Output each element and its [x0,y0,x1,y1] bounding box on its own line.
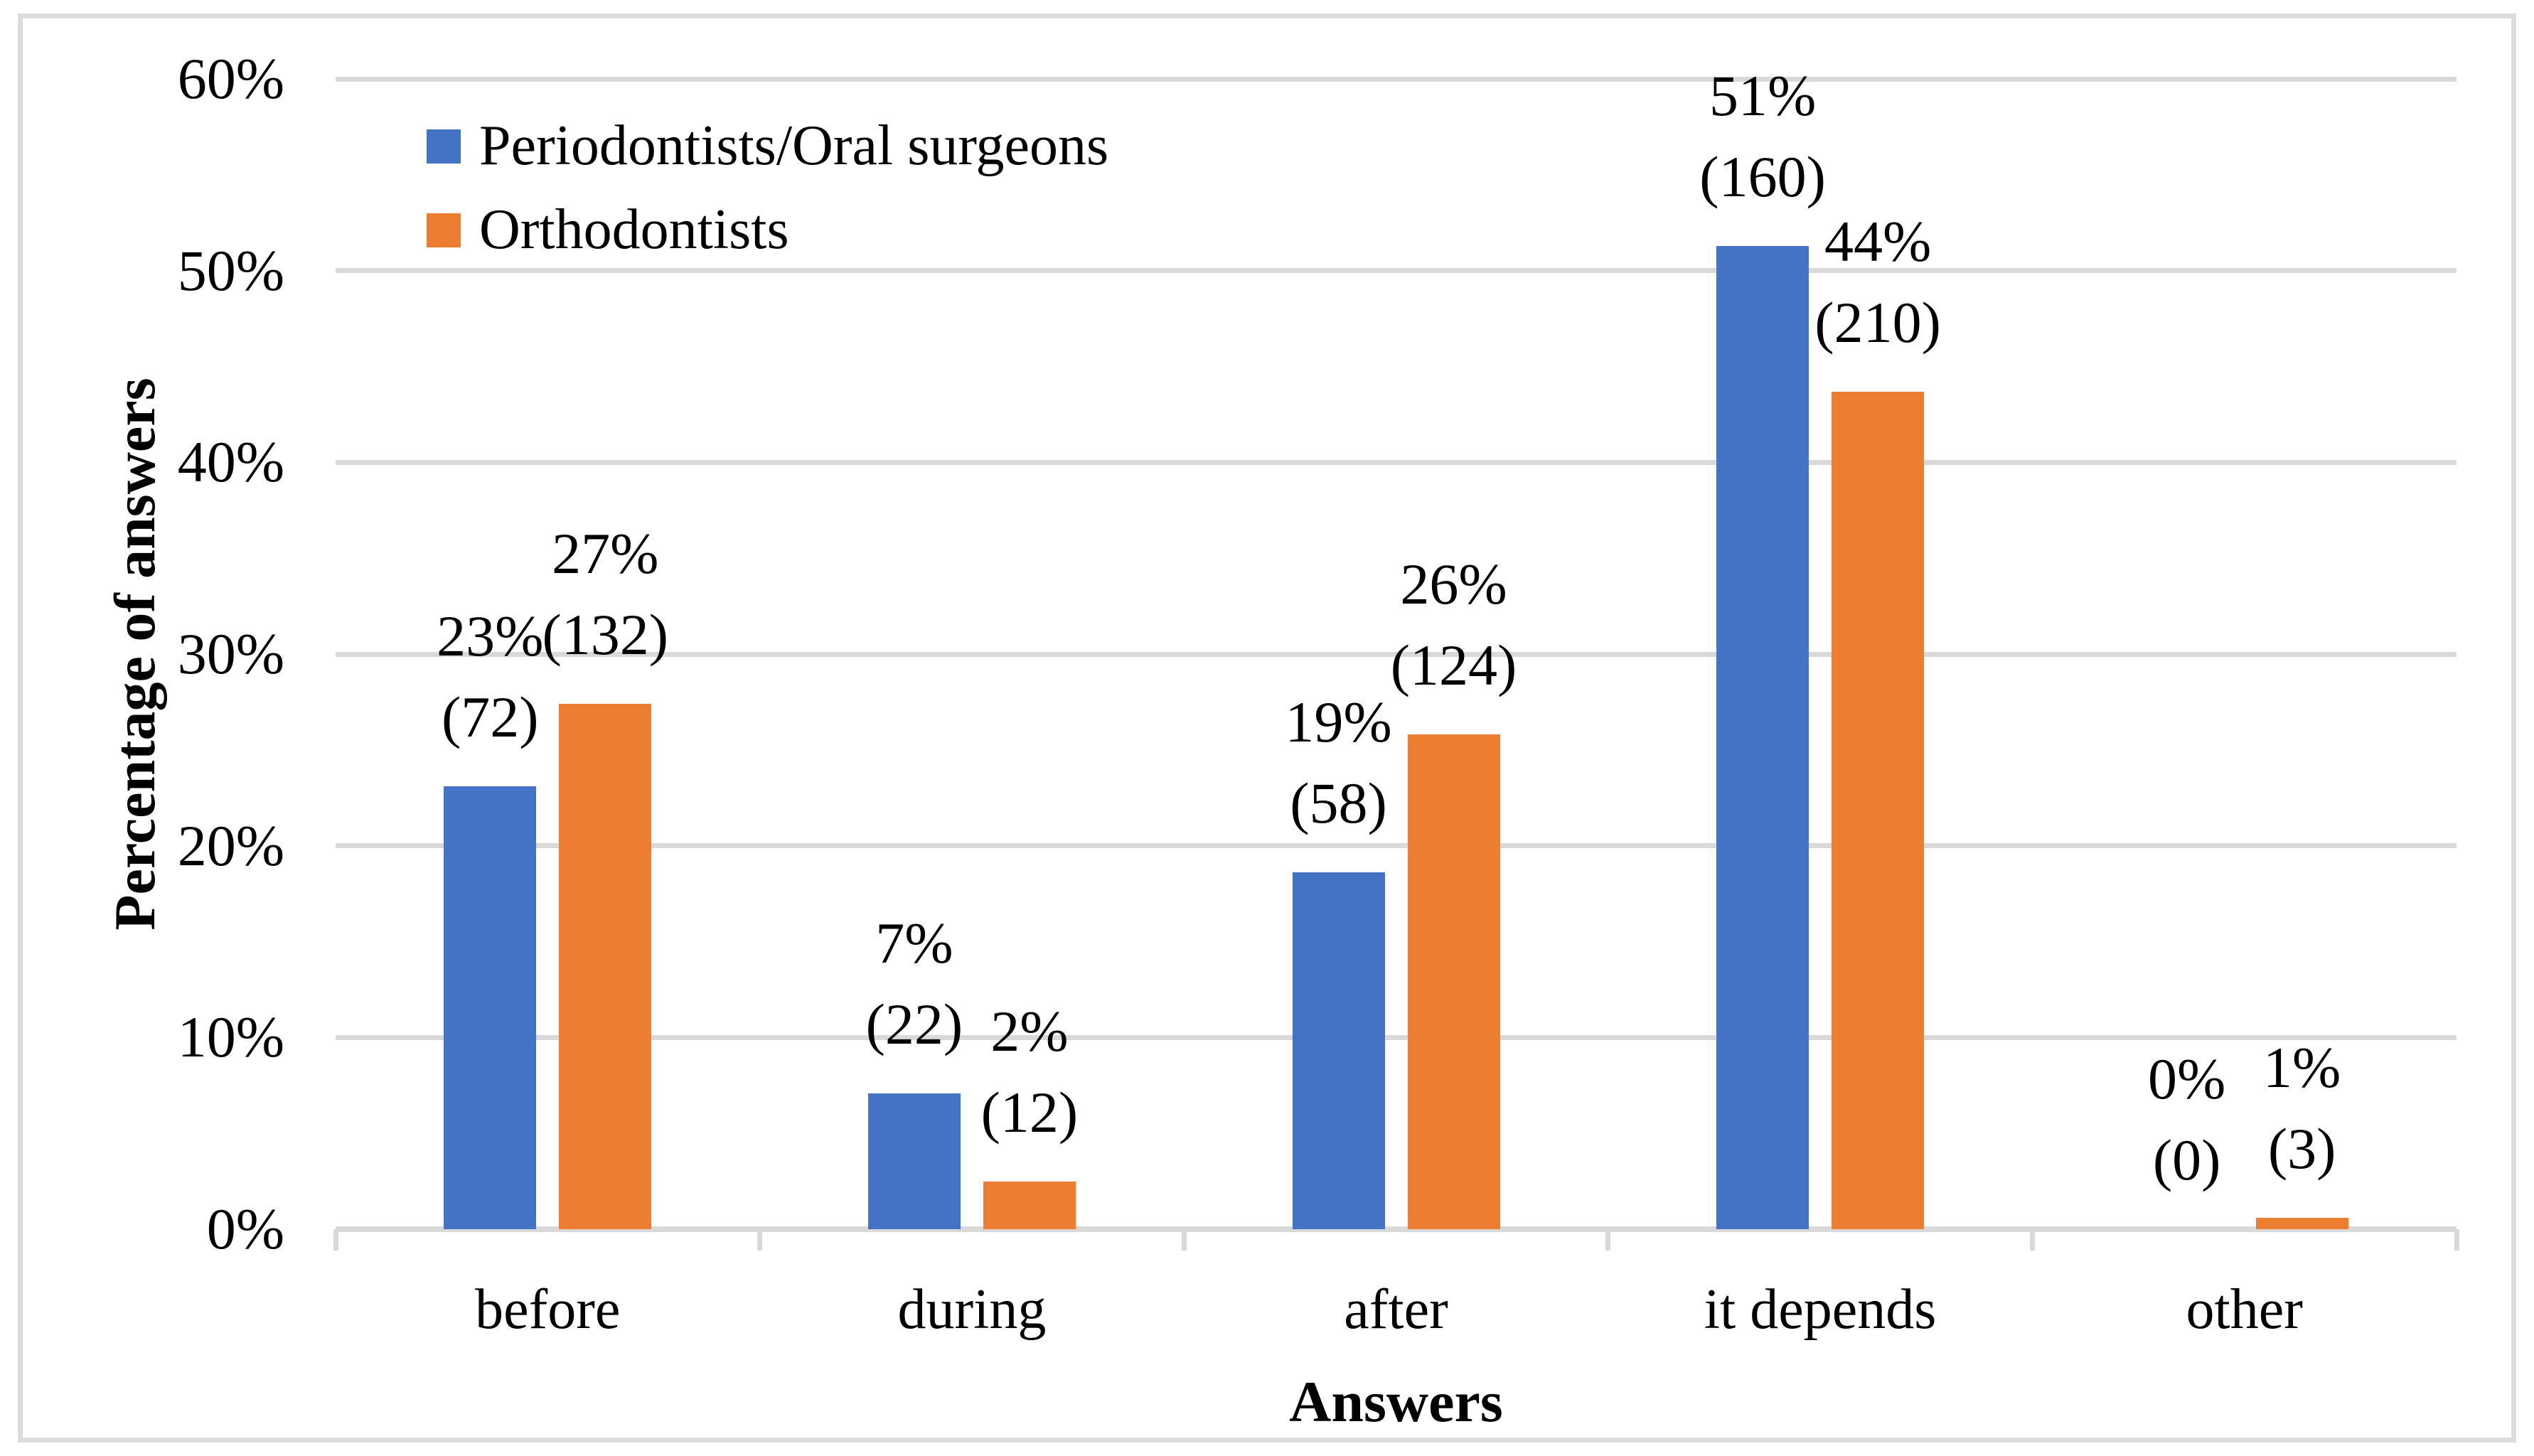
legend-item-orthodontists: Orthodontists [427,198,789,262]
data-label-count: (12) [980,1080,1079,1145]
data-label-count: (72) [441,685,539,749]
data-label-after-periodontists: 19% (58) [1154,682,1524,844]
y-tick-label-40%: 40% [177,429,284,495]
y-axis-title: Percentage of answers [102,378,167,931]
data-label-it-depends-orthodontists: 44% (210) [1693,201,2063,363]
gridline-60% [336,76,2457,82]
legend-label-orthodontists: Orthodontists [479,198,789,261]
legend-item-periodontists: Periodontists/Oral surgeons [427,114,1108,178]
data-label-count: (58) [1290,771,1387,835]
legend-label-periodontists: Periodontists/Oral surgeons [479,114,1109,177]
data-label-percent: 44% [1824,209,1932,274]
data-label-count: (210) [1814,290,1941,355]
x-axis-tick-0 [333,1229,338,1251]
x-axis-tick-4 [2029,1229,2035,1251]
category-label-during: during [897,1278,1047,1341]
data-label-count: (132) [542,602,669,667]
bar-during-orthodontists [983,1182,1076,1229]
data-label-percent: 1% [2263,1035,2341,1100]
y-tick-label-20%: 20% [177,813,284,878]
bar-after-orthodontists [1407,734,1500,1229]
data-label-count: (22) [865,992,963,1056]
y-tick-label-30%: 30% [177,621,284,686]
y-tick-label-60%: 60% [177,46,284,111]
data-label-percent: 7% [875,911,953,975]
data-label-percent: 26% [1400,552,1507,616]
data-label-percent: 2% [990,999,1069,1064]
x-axis-tick-2 [1181,1229,1187,1251]
gridline-20% [336,843,2457,849]
data-label-other-orthodontists: 1% (3) [2117,1027,2487,1189]
gridline-50% [336,268,2457,274]
bar-before-orthodontists [559,704,652,1229]
data-label-before-periodontists: 23% (72) [305,596,675,758]
category-label-it-depends: it depends [1704,1278,1937,1341]
bar-it-depends-periodontists [1716,246,1809,1229]
gridline-10% [336,1034,2457,1040]
legend-swatch-orthodontists-icon [427,213,461,247]
y-tick-label-0%: 0% [206,1197,284,1261]
category-label-after: after [1344,1278,1448,1341]
x-axis-title: Answers [1289,1369,1503,1434]
bar-before-periodontists [444,786,537,1229]
y-tick-label-50%: 50% [177,237,284,303]
data-label-percent: 19% [1285,690,1392,754]
bar-other-orthodontists [2255,1218,2348,1229]
x-axis-tick-3 [1605,1229,1611,1251]
gridline-30% [336,651,2457,657]
data-label-it-depends-periodontists: 51% (160) [1578,55,1947,218]
bar-during-periodontists [867,1093,961,1229]
bar-it-depends-orthodontists [1832,392,1925,1229]
data-label-count: (160) [1699,144,1826,209]
data-label-percent: 0% [2148,1046,2226,1111]
category-label-before: before [475,1278,621,1341]
data-label-count: (3) [2267,1116,2336,1181]
data-label-percent: 27% [552,521,659,586]
data-label-count: (124) [1390,633,1517,697]
data-label-before-orthodontists: 27% (132) [420,513,790,675]
x-axis-line [336,1226,2457,1232]
data-label-after-orthodontists: 26% (124) [1269,544,1639,706]
y-tick-label-10%: 10% [177,1005,284,1070]
data-label-during-periodontists: 7% (22) [729,903,1099,1065]
category-label-other: other [2186,1278,2303,1341]
gridline-40% [336,459,2457,465]
bar-after-periodontists [1292,872,1385,1229]
x-axis-tick-5 [2454,1229,2459,1251]
data-label-during-orthodontists: 2% (12) [845,991,1214,1153]
x-axis-tick-1 [757,1229,763,1251]
data-label-count: (0) [2152,1128,2221,1192]
data-label-percent: 23% [437,604,544,668]
data-label-other-periodontists: 0% (0) [2002,1039,2372,1201]
data-label-percent: 51% [1709,63,1817,128]
chart-border [18,14,2516,1442]
legend-swatch-periodontists-icon [427,129,461,164]
